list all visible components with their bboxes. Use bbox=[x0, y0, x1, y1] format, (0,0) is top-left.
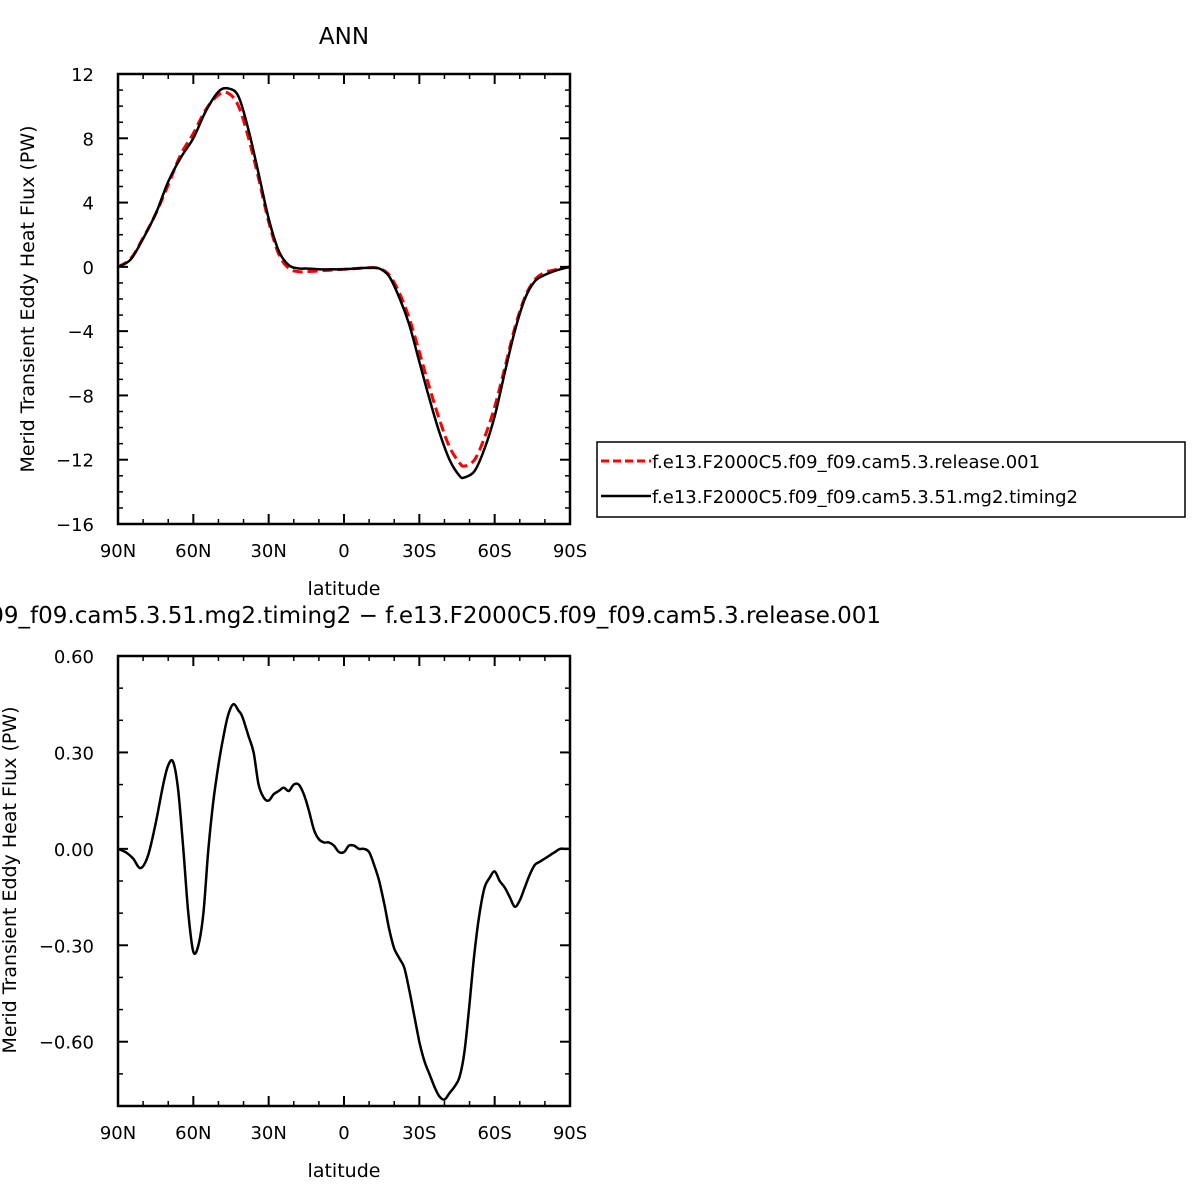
top-panel-ytick-label: −8 bbox=[67, 386, 94, 407]
bottom-panel-ytick-label: −0.30 bbox=[39, 936, 94, 957]
legend: f.e13.F2000C5.f09_f09.cam5.3.release.001… bbox=[596, 441, 1186, 518]
top-panel-ylabel: Merid Transient Eddy Heat Flux (PW) bbox=[17, 125, 39, 472]
top-panel-series bbox=[117, 86, 571, 480]
bottom-panel-ylabel: Merid Transient Eddy Heat Flux (PW) bbox=[0, 706, 21, 1053]
top-panel-xtick-label: 0 bbox=[338, 541, 349, 562]
top-panel-ticks: 90N 60N 30N 0 30S 60S 90S 12 8 4 0 −4 −8 −12 −16 bbox=[56, 65, 587, 562]
top-panel-ytick-label: 4 bbox=[83, 194, 94, 215]
bottom-panel-ytick-label: 0.00 bbox=[54, 840, 94, 861]
top-panel: ANN 90N 60N 30N 0 30S 60S 90S 12 8 4 0 −4 −8 −12 −16 l… bbox=[17, 24, 587, 600]
top-panel-ytick-label: −12 bbox=[56, 451, 94, 472]
bottom-panel: 90N 60N 30N 0 30S 60S 90S 0.60 0.30 0.00 −0.30 −0.6… bbox=[0, 596, 1202, 1182]
bottom-panel-ytick-label: −0.60 bbox=[39, 1033, 94, 1054]
top-panel-xtick-label: 30S bbox=[402, 541, 436, 562]
top-panel-frame bbox=[116, 72, 572, 526]
top-panel-title: ANN bbox=[319, 24, 369, 50]
legend-label-timing2: f.e13.F2000C5.f09_f09.cam5.3.51.mg2.timi… bbox=[652, 487, 1078, 508]
bottom-panel-xtick-label: 60N bbox=[175, 1123, 211, 1144]
top-panel-xtick-label: 60N bbox=[175, 541, 211, 562]
bottom-panel-series-line-0 bbox=[117, 702, 570, 1101]
bottom-panel-ytick-label: 0.60 bbox=[54, 647, 94, 668]
top-panel-ytick-label: −16 bbox=[56, 515, 94, 536]
legend-label-release: f.e13.F2000C5.f09_f09.cam5.3.release.001 bbox=[652, 452, 1040, 473]
bottom-panel-ytick-label: 0.30 bbox=[54, 743, 94, 764]
top-panel-ytick-label: 0 bbox=[83, 258, 94, 279]
top-panel-xlabel: latitude bbox=[308, 578, 381, 600]
bottom-panel-xtick-label: 60S bbox=[477, 1123, 511, 1144]
bottom-panel-xtick-label: 30N bbox=[250, 1123, 286, 1144]
bottom-panel-xtick-label: 30S bbox=[402, 1123, 436, 1144]
top-panel-xtick-label: 90S bbox=[553, 541, 587, 562]
top-panel-xtick-label: 90N bbox=[100, 541, 136, 562]
bottom-panel-ticks: 90N 60N 30N 0 30S 60S 90S 0.60 0.30 0.00 −0.30 −0.6… bbox=[39, 647, 587, 1144]
top-panel-ytick-label: 8 bbox=[83, 129, 94, 150]
bottom-panel-xtick-label: 0 bbox=[338, 1123, 349, 1144]
top-panel-xtick-label: 30N bbox=[250, 541, 286, 562]
top-panel-ytick-label: 12 bbox=[71, 65, 94, 86]
bottom-panel-title-bg bbox=[0, 596, 1202, 630]
legend-box bbox=[596, 441, 1186, 518]
top-panel-xtick-label: 60S bbox=[477, 541, 511, 562]
bottom-panel-series bbox=[117, 702, 570, 1101]
bottom-panel-title: f.e13.F2000C5.f09_f09.cam5.3.51.mg2.timi… bbox=[0, 603, 881, 629]
bottom-panel-xtick-label: 90N bbox=[100, 1123, 136, 1144]
bottom-panel-xlabel: latitude bbox=[308, 1160, 381, 1182]
top-panel-ytick-label: −4 bbox=[67, 322, 94, 343]
bottom-panel-xtick-label: 90S bbox=[553, 1123, 587, 1144]
top-panel-series-line-1 bbox=[117, 86, 571, 480]
